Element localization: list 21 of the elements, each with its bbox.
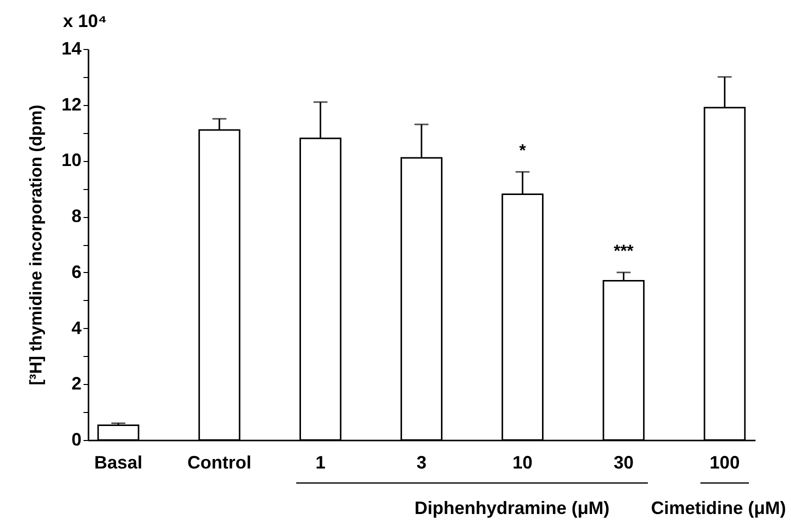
x-tick-label: Basal <box>94 452 142 472</box>
y-tick-label: 10 <box>61 150 82 170</box>
y-tick-label: 14 <box>61 38 82 58</box>
y-tick-label: 12 <box>61 94 82 114</box>
annotation: * <box>519 140 526 160</box>
y-tick-label: 2 <box>71 374 82 394</box>
x-tick-label: 100 <box>710 452 740 472</box>
y-tick-label: 6 <box>71 262 82 282</box>
text: x 10⁴ <box>63 11 107 31</box>
x-tick-label: 30 <box>614 452 634 472</box>
text: Cimetidine (μM) <box>650 498 786 518</box>
y-tick-label: 4 <box>71 318 82 338</box>
x-tick-label: 1 <box>315 452 326 472</box>
y-axis-title: [³H] thymidine incorporation (dpm) <box>26 104 46 386</box>
x-tick-label: Control <box>187 452 252 472</box>
y-tick-label: 8 <box>71 206 82 226</box>
y-tick-label: 0 <box>71 430 82 450</box>
x-tick-label: 3 <box>416 452 427 472</box>
text: Diphenhydramine (μM) <box>414 498 610 518</box>
x-tick-label: 10 <box>512 452 533 472</box>
annotation: *** <box>614 241 634 260</box>
